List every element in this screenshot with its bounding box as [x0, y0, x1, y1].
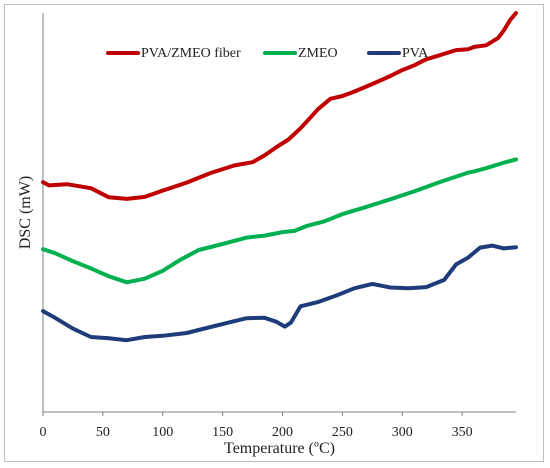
x-tick-label: 250: [332, 425, 353, 440]
x-axis-label: Temperature (ºC): [224, 440, 335, 457]
series-line-1: [41, 157, 518, 285]
x-tick-label: 350: [452, 425, 473, 440]
y-axis-label: DSC (mW): [17, 176, 34, 249]
legend-label-1: ZMEO: [298, 46, 338, 61]
x-tick-label: 50: [96, 425, 110, 440]
x-tick-label: 300: [392, 425, 413, 440]
legend-label-2: PVA: [402, 46, 429, 61]
chart-frame: 0 50 100 150 200 250 300 350 PVA/ZMEO fiber ZMEO…: [4, 4, 544, 462]
legend-label-0: PVA/ZMEO fiber: [141, 46, 241, 61]
axes: [42, 13, 516, 413]
series-line-0: [41, 11, 518, 201]
series-line-2: [41, 243, 518, 343]
x-tick-label: 0: [40, 425, 47, 440]
legend: PVA/ZMEO fiber ZMEO PVA: [106, 46, 429, 61]
x-tick-label: 100: [152, 425, 173, 440]
x-tick-label: 200: [272, 425, 293, 440]
x-ticks: 0 50 100 150 200 250 300 350: [40, 412, 473, 440]
x-tick-label: 150: [212, 425, 233, 440]
dsc-chart: 0 50 100 150 200 250 300 350 PVA/ZMEO fiber ZMEO…: [17, 11, 518, 457]
series-lines: [41, 11, 518, 343]
